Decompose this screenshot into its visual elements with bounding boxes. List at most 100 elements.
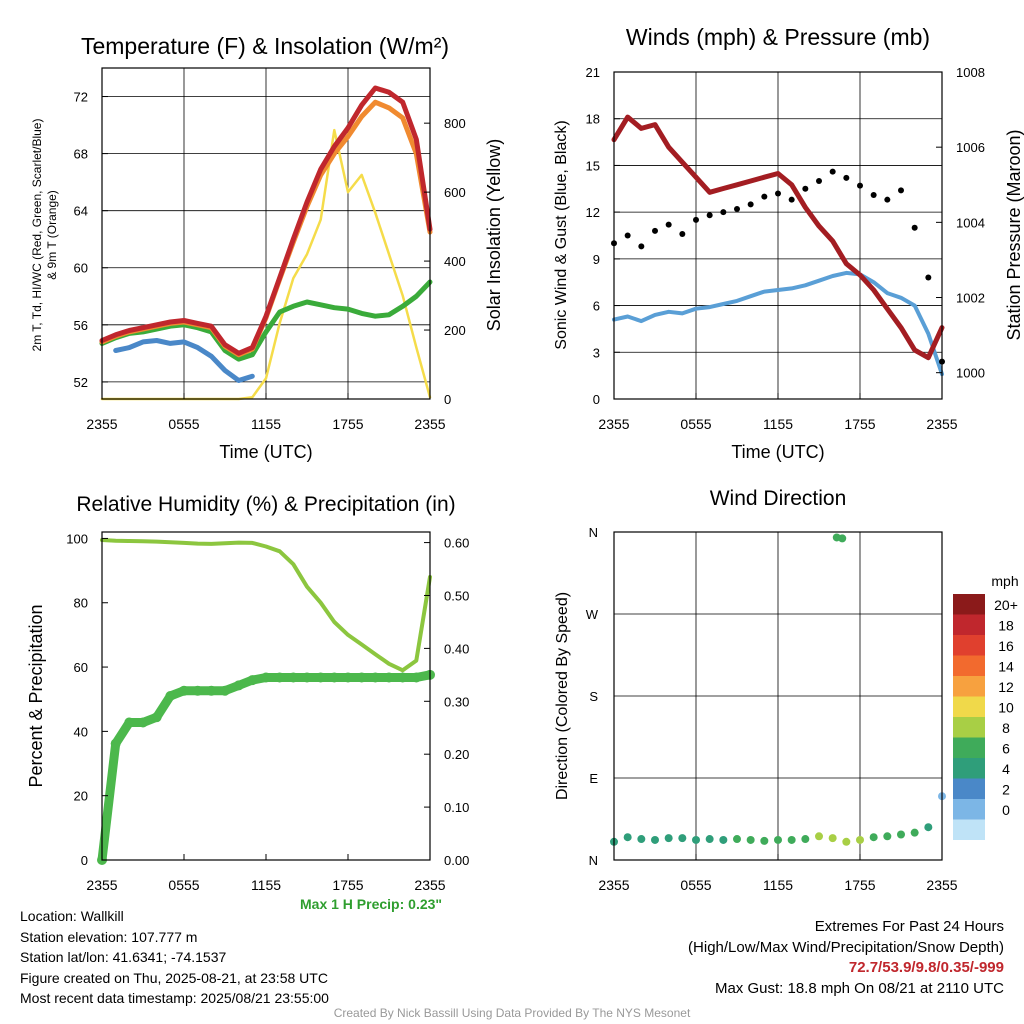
- precip-point: [356, 672, 367, 683]
- right-y-tick-label: 0: [444, 392, 451, 407]
- left-y-tick-label: 72: [74, 90, 88, 105]
- direction-point: [760, 836, 769, 845]
- precip-point: [329, 672, 340, 683]
- winds-ylabel-left: Sonic Wind & Gust (Blue, Black): [553, 120, 570, 349]
- left-y-tick-label: 20: [74, 789, 88, 804]
- precip-point: [179, 685, 189, 696]
- x-tick-label: 1755: [844, 877, 875, 893]
- precip-point: [384, 672, 394, 683]
- direction-point: [678, 834, 687, 843]
- direction-tick-label: N: [589, 853, 598, 868]
- gust-point: [775, 190, 781, 197]
- gust-point: [829, 168, 836, 175]
- left-y-tick-label: 60: [74, 261, 88, 276]
- direction-point: [815, 832, 823, 841]
- direction-point: [924, 823, 933, 832]
- direction-point: [637, 835, 646, 844]
- legend-swatch: [953, 594, 985, 615]
- x-tick-label: 1755: [332, 877, 363, 893]
- x-tick-label: 0555: [168, 416, 199, 432]
- rh-series-line: [100, 538, 432, 673]
- right-y-tick-label: 0.00: [444, 853, 469, 868]
- legend-label: 18: [998, 618, 1014, 634]
- extremes-fields: (High/Low/Max Wind/Precipitation/Snow De…: [688, 938, 1004, 956]
- right-y-tick-label: 0.40: [444, 641, 469, 656]
- direction-panel-title: Wind Direction: [710, 487, 847, 510]
- left-y-tick-label: 3: [593, 345, 600, 360]
- gust-point: [898, 187, 904, 194]
- x-tick-label: 1155: [763, 416, 793, 432]
- precip-point: [124, 717, 135, 728]
- precip-point: [247, 675, 258, 686]
- speed-legend: 20+ 18 16 14 12 10 8 6 4 2 0: [953, 594, 1018, 840]
- precip-point: [206, 685, 217, 696]
- x-tick-label: 0555: [168, 877, 199, 893]
- left-y-tick-label: 18: [586, 112, 600, 127]
- legend-label: 10: [998, 700, 1014, 716]
- temperature-tick-labels: 2355 0555 1155 1755 2355 52 56 60 64 68 72 0 200 400 6…: [74, 90, 466, 432]
- humidity-plot-frame: [101, 531, 431, 861]
- direction-point: [869, 833, 878, 842]
- direction-point: [733, 835, 741, 844]
- right-y-tick-label: 800: [444, 116, 466, 131]
- station-location: Location: Wallkill: [20, 908, 124, 924]
- temperature-grid: [102, 68, 430, 399]
- legend-label: 0: [1002, 802, 1010, 818]
- left-y-tick-label: 0: [593, 392, 600, 407]
- right-y-tick-label: 0.60: [444, 536, 469, 551]
- x-tick-label: 1755: [332, 416, 363, 432]
- precip-point: [288, 672, 299, 683]
- direction-grid: [614, 532, 942, 860]
- gust-point: [884, 196, 891, 203]
- gust-point: [788, 196, 795, 203]
- right-y-tick-label: 0.50: [444, 588, 469, 603]
- x-tick-label: 2355: [86, 877, 117, 893]
- precip-point: [110, 738, 121, 749]
- gust-point: [857, 182, 863, 189]
- precip-point: [261, 672, 271, 683]
- x-tick-label: 1755: [844, 416, 875, 432]
- humidity-ylabel-left: Percent & Precipitation: [26, 604, 46, 787]
- x-tick-label: 2355: [598, 416, 629, 432]
- speed-legend-title: mph: [991, 573, 1018, 589]
- precip-point: [411, 672, 422, 683]
- left-y-tick-label: 0: [81, 853, 88, 868]
- legend-label: 14: [998, 659, 1014, 675]
- right-y-tick-label: 1002: [956, 291, 985, 306]
- temperature-xlabel: Time (UTC): [219, 442, 312, 462]
- legend-label: 12: [998, 679, 1014, 695]
- gust-point: [693, 216, 699, 223]
- direction-point: [719, 835, 728, 844]
- gust-point: [679, 230, 686, 237]
- x-tick-label: 1155: [763, 877, 793, 893]
- legend-swatch: [953, 635, 985, 656]
- direction-point: [838, 534, 847, 543]
- legend-swatch: [953, 614, 985, 635]
- left-y-tick-label: 21: [586, 65, 600, 80]
- gust-point: [747, 201, 754, 208]
- extremes-values: 72.7/53.9/9.8/0.35/-999: [848, 959, 1004, 976]
- direction-point: [651, 835, 659, 844]
- x-tick-label: 2355: [598, 877, 629, 893]
- gust-point: [843, 174, 850, 181]
- left-y-tick-label: 68: [74, 147, 88, 162]
- dewpoint-series-line: [99, 279, 433, 362]
- right-y-tick-label: 0.20: [444, 747, 469, 762]
- left-y-tick-label: 15: [586, 158, 600, 173]
- direction-tick-label: N: [589, 525, 598, 540]
- left-y-tick-label: 64: [74, 204, 88, 219]
- winds-panel-title: Winds (mph) & Pressure (mb): [626, 24, 930, 50]
- precip-point: [138, 717, 148, 728]
- precip-point: [302, 672, 312, 683]
- legend-swatch: [953, 819, 985, 840]
- direction-point: [774, 835, 782, 844]
- pressure-series-line: [611, 114, 945, 361]
- gust-point: [761, 193, 768, 200]
- x-tick-label: 2355: [926, 877, 957, 893]
- direction-point: [856, 835, 864, 844]
- direction-point: [883, 832, 892, 841]
- direction-point: [897, 830, 905, 839]
- winds-series: [611, 114, 945, 377]
